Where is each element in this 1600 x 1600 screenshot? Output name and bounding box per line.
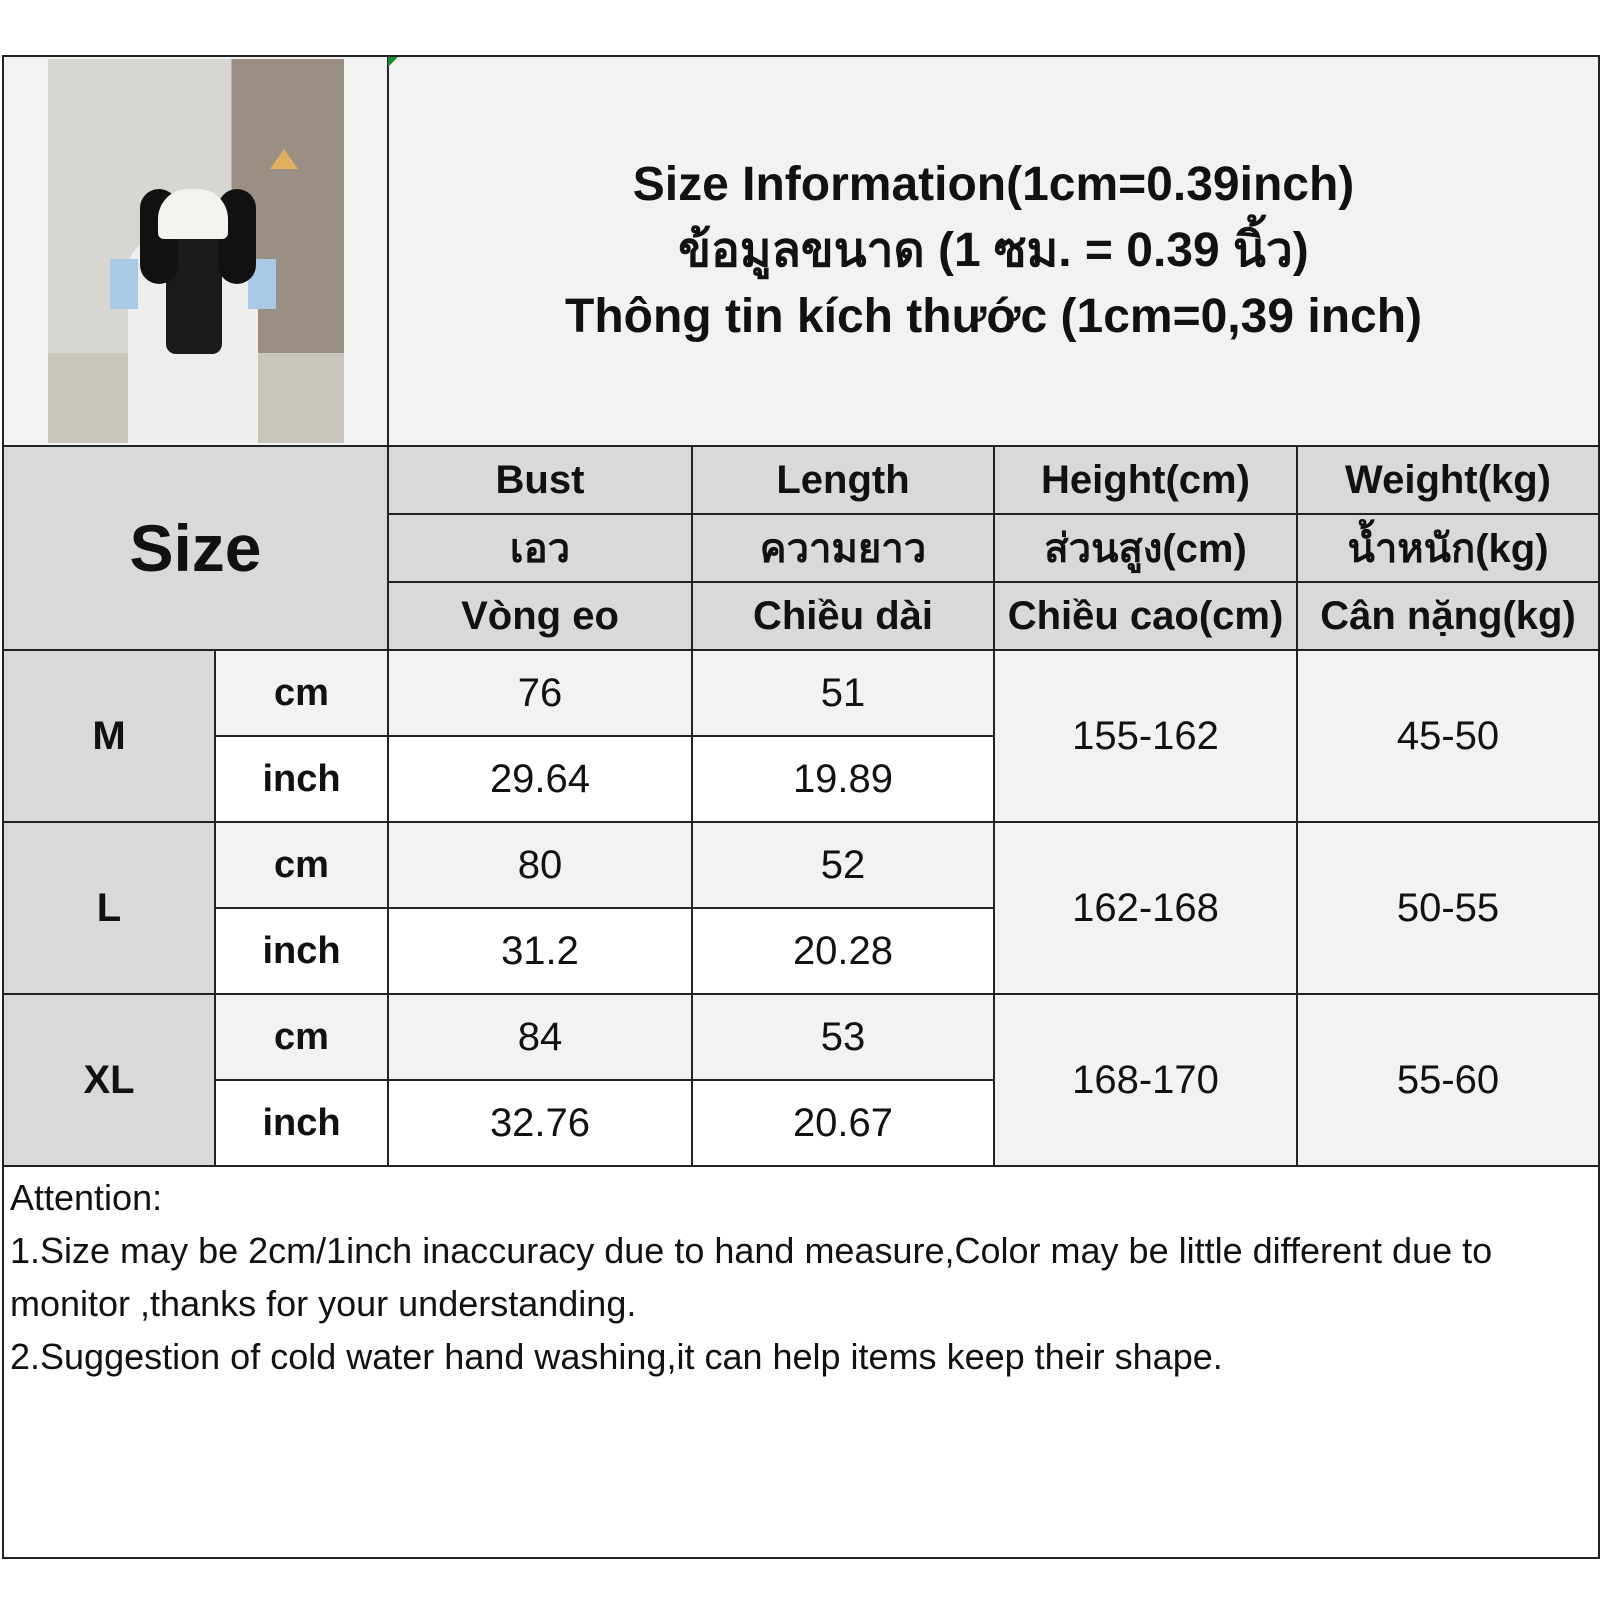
unit-cm: cm	[214, 821, 389, 909]
length-cm: 53	[691, 993, 995, 1081]
bust-cm: 84	[387, 993, 693, 1081]
col-header-height-en: Height(cm)	[993, 445, 1298, 515]
height-range: 168-170	[993, 993, 1298, 1167]
col-header-length-th: ความยาว	[691, 513, 995, 583]
title-cell: Size Information(1cm=0.39inch) ข้อมูลขนา…	[386, 55, 1600, 447]
size-header: Size	[2, 445, 389, 651]
col-header-length-vi: Chiều dài	[691, 581, 995, 651]
title-vi: Thông tin kích thước (1cm=0,39 inch)	[565, 290, 1423, 343]
note-1: 1.Size may be 2cm/1inch inaccuracy due t…	[10, 1230, 1493, 1324]
height-range: 162-168	[993, 821, 1298, 995]
unit-cm: cm	[214, 649, 389, 737]
product-photo	[47, 59, 344, 443]
cell-comment-marker-icon	[388, 57, 398, 67]
col-header-weight-th: น้ำหนัก(kg)	[1295, 513, 1600, 583]
size-chart-table: Size Information(1cm=0.39inch) ข้อมูลขนา…	[1, 55, 1600, 1559]
length-inch: 19.89	[691, 735, 995, 823]
notes-heading: Attention:	[10, 1177, 163, 1218]
size-label-xl: XL	[2, 993, 216, 1167]
bust-inch: 32.76	[387, 1079, 693, 1167]
weight-range: 55-60	[1295, 993, 1600, 1167]
col-header-weight-vi: Cân nặng(kg)	[1295, 581, 1600, 651]
product-photo-cell	[2, 55, 389, 447]
unit-cm: cm	[214, 993, 389, 1081]
length-cm: 52	[691, 821, 995, 909]
col-header-height-vi: Chiều cao(cm)	[993, 581, 1298, 651]
note-2: 2.Suggestion of cold water hand washing,…	[10, 1336, 1223, 1377]
col-header-bust-en: Bust	[387, 445, 693, 515]
col-header-bust-vi: Vòng eo	[387, 581, 693, 651]
size-label-l: L	[2, 821, 216, 995]
col-header-bust-th: เอว	[387, 513, 693, 583]
notes-cell: Attention: 1.Size may be 2cm/1inch inacc…	[1, 1165, 1600, 1559]
length-inch: 20.67	[691, 1079, 995, 1167]
col-header-weight-en: Weight(kg)	[1295, 445, 1600, 515]
length-cm: 51	[691, 649, 995, 737]
unit-inch: inch	[214, 1079, 389, 1167]
bust-cm: 80	[387, 821, 693, 909]
weight-range: 50-55	[1295, 821, 1600, 995]
title-th: ข้อมูลขนาด (1 ซม. = 0.39 นิ้ว)	[678, 224, 1309, 277]
bust-inch: 31.2	[387, 907, 693, 995]
unit-inch: inch	[214, 907, 389, 995]
unit-inch: inch	[214, 735, 389, 823]
bust-inch: 29.64	[387, 735, 693, 823]
size-label-m: M	[2, 649, 216, 823]
length-inch: 20.28	[691, 907, 995, 995]
title-en: Size Information(1cm=0.39inch)	[632, 158, 1355, 211]
weight-range: 45-50	[1295, 649, 1600, 823]
col-header-length-en: Length	[691, 445, 995, 515]
bust-cm: 76	[387, 649, 693, 737]
col-header-height-th: ส่วนสูง(cm)	[993, 513, 1298, 583]
height-range: 155-162	[993, 649, 1298, 823]
